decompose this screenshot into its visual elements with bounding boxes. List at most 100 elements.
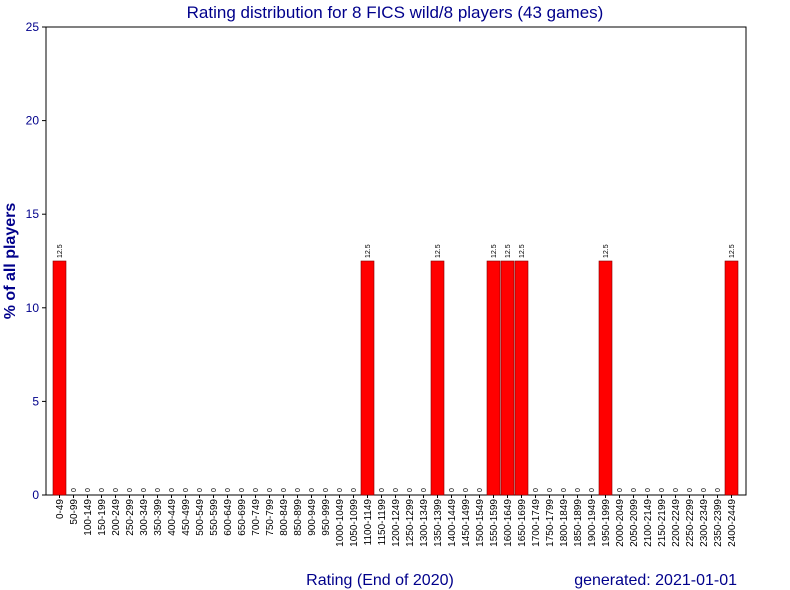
bar-value-label: 0 <box>211 488 218 492</box>
x-tick-label: 2000-2049 <box>615 499 626 547</box>
bar-value-label: 12.5 <box>729 244 736 258</box>
x-tick-label: 450-499 <box>181 499 192 536</box>
bar-value-label: 0 <box>617 488 624 492</box>
x-tick-label: 900-949 <box>307 499 318 536</box>
bar-value-label: 0 <box>589 488 596 492</box>
bar-value-label: 0 <box>99 488 106 492</box>
bar-value-label: 0 <box>631 488 638 492</box>
bar-value-label: 0 <box>701 488 708 492</box>
bar-value-label: 0 <box>113 488 120 492</box>
x-tick-label: 200-249 <box>111 499 122 536</box>
x-tick-label: 950-999 <box>321 499 332 536</box>
x-tick-label: 1550-1599 <box>489 499 500 547</box>
bar-value-label: 12.5 <box>603 244 610 258</box>
x-tick-label: 700-749 <box>251 499 262 536</box>
x-tick-label: 500-549 <box>195 499 206 536</box>
x-tick-label: 2200-2249 <box>671 499 682 547</box>
x-tick-label: 600-649 <box>223 499 234 536</box>
x-tick-label: 1600-1649 <box>503 499 514 547</box>
bar-value-label: 0 <box>197 488 204 492</box>
y-tick-label: 5 <box>32 394 39 408</box>
x-tick-label: 750-799 <box>265 499 276 536</box>
x-tick-label: 1350-1399 <box>433 499 444 547</box>
y-axis-label: % of all players <box>2 203 19 320</box>
y-tick-label: 25 <box>26 20 40 34</box>
bar-value-label: 0 <box>169 488 176 492</box>
bar-value-label: 0 <box>393 488 400 492</box>
bar-value-label: 0 <box>85 488 92 492</box>
x-tick-label: 2250-2299 <box>685 499 696 547</box>
x-tick-label: 1050-1099 <box>349 499 360 547</box>
bar <box>52 260 67 496</box>
bar <box>724 260 739 496</box>
bar-value-label: 0 <box>351 488 358 492</box>
generated-date: generated: 2021-01-01 <box>574 572 737 589</box>
x-tick-label: 50-99 <box>69 499 80 525</box>
x-tick-label: 800-849 <box>279 499 290 536</box>
x-tick-label: 1450-1499 <box>461 499 472 547</box>
x-tick-label: 0-49 <box>55 499 66 519</box>
y-tick-label: 20 <box>26 114 40 128</box>
bar-value-label: 0 <box>323 488 330 492</box>
bar-value-label: 0 <box>687 488 694 492</box>
bar-value-label: 12.5 <box>365 244 372 258</box>
bar-value-label: 0 <box>155 488 162 492</box>
bar-value-label: 0 <box>575 488 582 492</box>
bar-value-label: 0 <box>463 488 470 492</box>
bar-value-label: 0 <box>183 488 190 492</box>
x-tick-label: 150-199 <box>97 499 108 536</box>
y-tick-label: 15 <box>26 207 40 221</box>
x-tick-label: 1650-1699 <box>517 499 528 547</box>
x-tick-label: 2400-2449 <box>727 499 738 547</box>
x-tick-label: 2100-2149 <box>643 499 654 547</box>
bar-value-label: 12.5 <box>491 244 498 258</box>
x-tick-label: 1900-1949 <box>587 499 598 547</box>
x-tick-label: 400-449 <box>167 499 178 536</box>
bar-value-label: 0 <box>141 488 148 492</box>
x-tick-label: 1100-1149 <box>363 499 374 546</box>
x-tick-label: 1400-1449 <box>447 499 458 547</box>
x-tick-label: 300-349 <box>139 499 150 536</box>
y-axis: 0 5 10 15 20 25 <box>26 20 46 502</box>
y-tick-label: 0 <box>32 488 39 502</box>
bar-value-label: 0 <box>127 488 134 492</box>
x-tick-label: 850-899 <box>293 499 304 536</box>
bar-value-label: 12.5 <box>435 244 442 258</box>
x-tick-label: 100-149 <box>83 499 94 536</box>
bar-value-label: 0 <box>267 488 274 492</box>
bar-value-label: 0 <box>309 488 316 492</box>
bar-value-label: 0 <box>337 488 344 492</box>
x-tick-label: 350-399 <box>153 499 164 536</box>
bar-value-label: 0 <box>673 488 680 492</box>
x-tick-label: 1000-1049 <box>335 499 346 547</box>
x-tick-label: 550-599 <box>209 499 220 536</box>
bar <box>500 260 515 496</box>
bar-value-label: 0 <box>645 488 652 492</box>
x-tick-label: 1750-1799 <box>545 499 556 547</box>
bar <box>430 260 445 496</box>
y-tick-label: 10 <box>26 301 40 315</box>
chart-title: Rating distribution for 8 FICS wild/8 pl… <box>187 3 604 22</box>
value-labels: 12.5 0 0 0 0 0 0 0 0 0 0 0 0 0 0 0 0 0 0 0 0 0 12.5 0 0 0 0 12.5 0 0 0… <box>57 244 736 492</box>
bar-value-label: 0 <box>71 488 78 492</box>
x-tick-label: 1300-1349 <box>419 499 430 547</box>
bars <box>52 260 739 496</box>
bar-value-label: 0 <box>449 488 456 492</box>
x-tick-label: 1700-1749 <box>531 499 542 547</box>
bar-value-label: 0 <box>281 488 288 492</box>
bar-value-label: 0 <box>253 488 260 492</box>
x-tick-label: 1950-1999 <box>601 499 612 547</box>
x-axis-label: Rating (End of 2020) <box>306 572 454 589</box>
bar-value-label: 0 <box>533 488 540 492</box>
bar <box>598 260 613 496</box>
bar-value-label: 0 <box>239 488 246 492</box>
bar-value-label: 0 <box>225 488 232 492</box>
x-tick-label: 2350-2399 <box>713 499 724 547</box>
bar <box>360 260 375 496</box>
bar-value-label: 12.5 <box>519 244 526 258</box>
x-tick-label: 1250-1299 <box>405 499 416 547</box>
bar-value-label: 0 <box>659 488 666 492</box>
x-tick-label: 1200-1249 <box>391 499 402 547</box>
x-tick-label: 2150-2199 <box>657 499 668 547</box>
